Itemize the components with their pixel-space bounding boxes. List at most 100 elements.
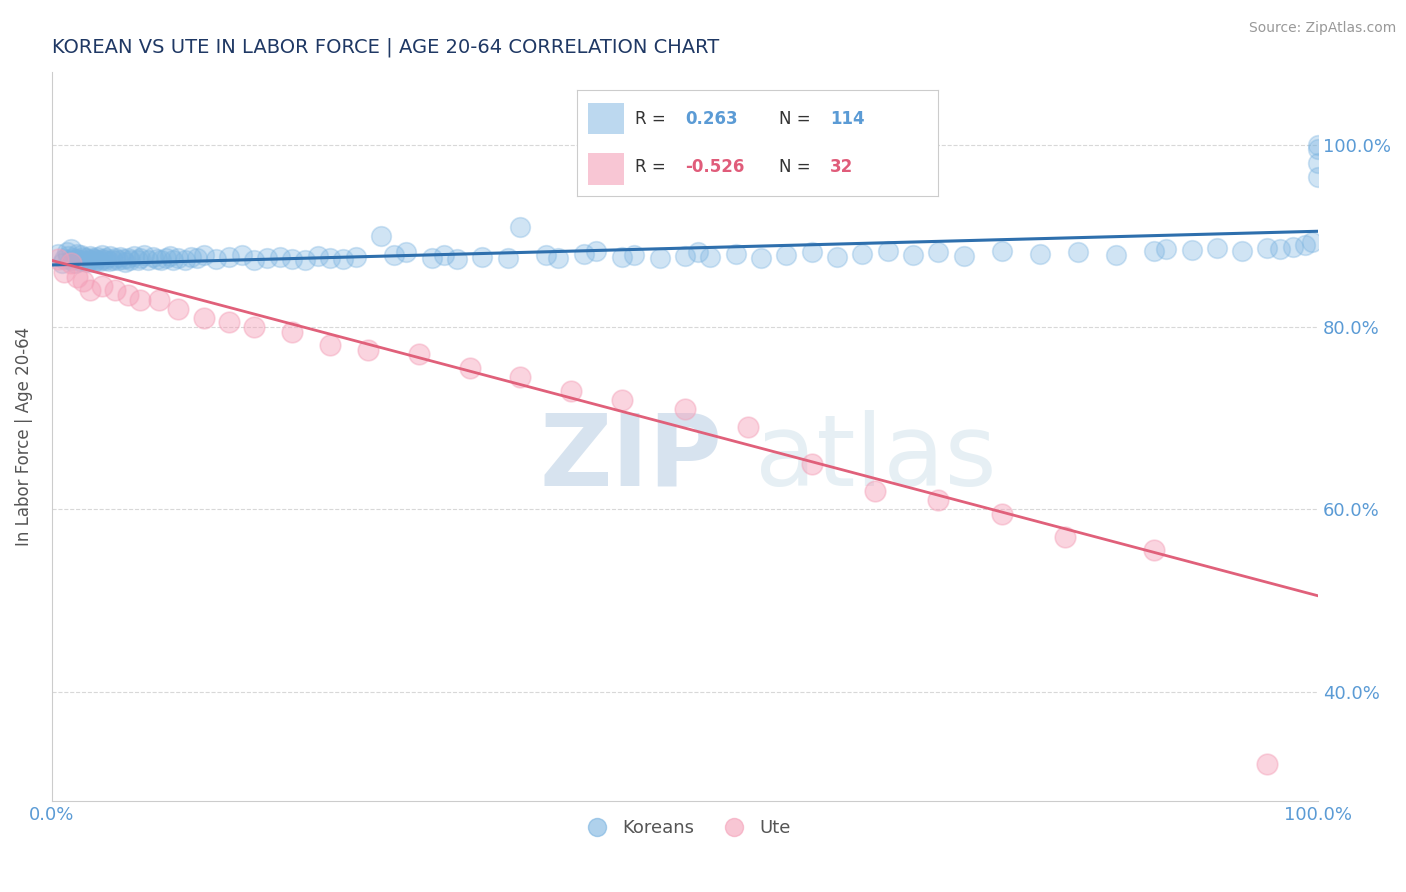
Legend: Koreans, Ute: Koreans, Ute xyxy=(572,812,799,845)
Point xyxy=(673,249,696,263)
Point xyxy=(84,253,107,268)
Point xyxy=(1281,240,1303,254)
Point xyxy=(53,252,76,266)
Point xyxy=(162,252,184,267)
Point xyxy=(89,254,111,268)
Point xyxy=(825,250,848,264)
Point xyxy=(357,343,380,357)
Point xyxy=(91,252,114,266)
Text: ZIP: ZIP xyxy=(540,409,723,507)
Point xyxy=(876,244,898,259)
Point xyxy=(120,252,142,267)
Point xyxy=(148,293,170,307)
Point xyxy=(104,251,127,265)
Point xyxy=(167,251,190,265)
Point xyxy=(69,254,91,268)
Point xyxy=(193,248,215,262)
Point xyxy=(471,250,494,264)
Point xyxy=(76,255,98,269)
Point xyxy=(86,250,108,264)
Point xyxy=(458,361,481,376)
Point xyxy=(127,253,149,268)
Point xyxy=(749,251,772,265)
Point xyxy=(79,252,101,267)
Point xyxy=(66,252,89,266)
Point xyxy=(58,249,80,263)
Point xyxy=(1295,238,1317,252)
Point xyxy=(136,252,159,267)
Point xyxy=(155,251,177,265)
Point xyxy=(560,384,582,398)
Point xyxy=(446,252,468,266)
Point xyxy=(1154,242,1177,256)
Point xyxy=(122,249,145,263)
Point xyxy=(1053,530,1076,544)
Point xyxy=(901,248,924,262)
Point xyxy=(79,284,101,298)
Point xyxy=(83,255,105,269)
Point xyxy=(134,248,156,262)
Point xyxy=(585,244,607,259)
Text: atlas: atlas xyxy=(755,409,997,507)
Point xyxy=(53,265,76,279)
Point xyxy=(1142,244,1164,259)
Point xyxy=(673,401,696,416)
Point xyxy=(623,248,645,262)
Point xyxy=(863,483,886,498)
Point xyxy=(699,250,721,264)
Point xyxy=(243,252,266,267)
Point xyxy=(990,507,1012,521)
Point xyxy=(98,249,121,263)
Point xyxy=(610,250,633,264)
Point xyxy=(104,284,127,298)
Point xyxy=(149,253,172,268)
Point xyxy=(294,252,316,267)
Point xyxy=(420,251,443,265)
Point xyxy=(231,248,253,262)
Point xyxy=(547,251,569,265)
Point xyxy=(186,251,208,265)
Point xyxy=(1308,142,1330,156)
Point xyxy=(395,245,418,260)
Point xyxy=(269,250,291,264)
Point xyxy=(83,252,105,266)
Point xyxy=(534,248,557,262)
Point xyxy=(82,251,104,265)
Point xyxy=(1104,248,1126,262)
Point xyxy=(193,310,215,325)
Point xyxy=(101,252,124,267)
Point xyxy=(59,256,82,270)
Point xyxy=(173,253,195,268)
Point xyxy=(256,251,278,265)
Point xyxy=(129,293,152,307)
Point xyxy=(1268,243,1291,257)
Point xyxy=(79,249,101,263)
Point xyxy=(509,370,531,384)
Point xyxy=(70,248,93,262)
Point xyxy=(572,247,595,261)
Point xyxy=(63,256,86,270)
Point xyxy=(1308,156,1330,170)
Y-axis label: In Labor Force | Age 20-64: In Labor Force | Age 20-64 xyxy=(15,326,32,546)
Point xyxy=(433,248,456,262)
Point xyxy=(800,245,823,260)
Point xyxy=(952,249,974,263)
Point xyxy=(59,243,82,257)
Point xyxy=(686,245,709,260)
Point xyxy=(56,245,79,260)
Point xyxy=(205,252,228,266)
Point xyxy=(94,253,117,268)
Point xyxy=(927,493,949,508)
Point xyxy=(159,249,181,263)
Point xyxy=(344,250,367,264)
Point xyxy=(114,255,136,269)
Point xyxy=(1301,235,1323,250)
Point xyxy=(66,269,89,284)
Point xyxy=(737,420,759,434)
Point xyxy=(307,249,329,263)
Point xyxy=(1028,247,1050,261)
Point xyxy=(1308,137,1330,152)
Point xyxy=(1180,244,1202,258)
Point xyxy=(51,256,73,270)
Point xyxy=(370,228,392,243)
